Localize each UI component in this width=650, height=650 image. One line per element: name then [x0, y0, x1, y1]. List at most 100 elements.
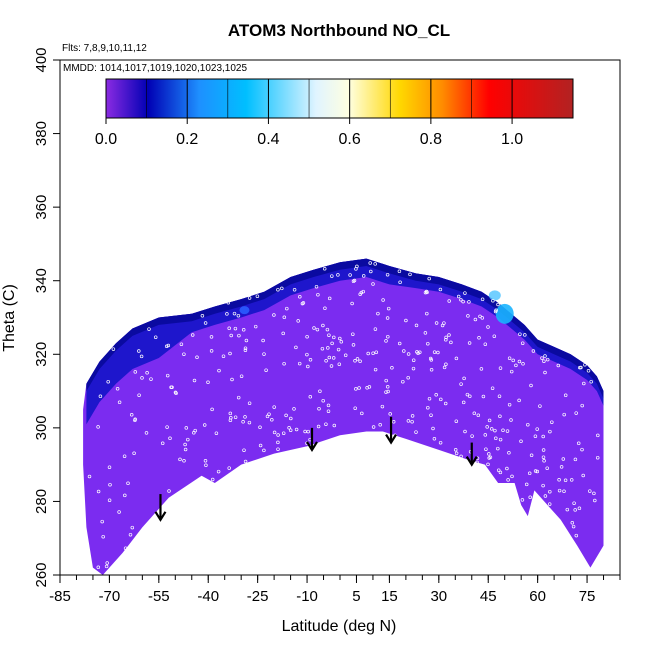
- sample-point: [429, 368, 434, 372]
- sample-point: [556, 363, 561, 368]
- sample-point: [384, 378, 388, 383]
- sample-point: [548, 489, 552, 494]
- sample-point: [397, 269, 402, 274]
- sample-point: [316, 424, 321, 429]
- sample-point: [595, 455, 600, 460]
- sample-point: [386, 334, 390, 339]
- sample-point: [510, 474, 514, 479]
- sample-point: [541, 483, 545, 488]
- sample-point: [354, 387, 358, 391]
- sample-point: [160, 441, 165, 446]
- sample-point: [280, 286, 284, 291]
- x-tick-label: 15: [381, 588, 398, 605]
- sample-point: [253, 324, 258, 329]
- sample-point: [228, 418, 233, 422]
- sample-point: [461, 299, 465, 304]
- sample-point: [210, 477, 215, 482]
- sample-point: [210, 407, 214, 412]
- sample-point: [105, 561, 109, 565]
- x-tick-label: 5: [352, 588, 360, 605]
- top-band: [86, 258, 604, 425]
- sample-point: [580, 403, 584, 408]
- sample-point: [531, 349, 536, 353]
- sample-point: [459, 297, 463, 302]
- sample-point: [243, 459, 248, 464]
- sample-point: [247, 420, 252, 425]
- sample-point: [322, 267, 327, 271]
- sample-point: [573, 457, 578, 462]
- colorbar-gradient: [105, 78, 574, 119]
- sample-point: [431, 426, 435, 431]
- sample-point: [209, 349, 214, 353]
- sample-point: [137, 393, 141, 397]
- sample-point: [132, 451, 136, 456]
- sample-point: [426, 341, 430, 346]
- sample-point: [581, 473, 585, 478]
- sample-point: [480, 316, 485, 320]
- sample-point: [140, 376, 144, 380]
- sample-point: [276, 447, 280, 451]
- sample-point: [486, 325, 490, 329]
- sample-point: [408, 272, 412, 277]
- sample-point: [465, 392, 470, 397]
- sample-point: [244, 338, 249, 343]
- sample-point: [444, 335, 448, 340]
- sample-point: [467, 300, 471, 304]
- sample-point: [258, 425, 262, 430]
- sample-point: [438, 440, 443, 445]
- sample-point: [541, 448, 546, 452]
- sample-point: [229, 333, 233, 338]
- sample-point: [324, 359, 328, 363]
- sample-point: [294, 345, 298, 350]
- sample-point: [101, 534, 105, 539]
- sample-point: [501, 428, 505, 433]
- sample-point: [498, 366, 503, 370]
- sample-point: [401, 379, 405, 384]
- sample-point: [216, 469, 221, 474]
- sample-point: [371, 282, 375, 286]
- arrow: [465, 442, 478, 467]
- sample-point: [236, 313, 241, 318]
- colorbar-tick-label: 0.8: [420, 131, 442, 148]
- sample-point: [355, 357, 360, 361]
- sample-point: [217, 368, 221, 373]
- sample-point: [438, 287, 443, 292]
- sample-point: [429, 413, 433, 417]
- sample-point: [228, 411, 233, 416]
- x-tick-label: 75: [579, 588, 596, 605]
- sample-point: [314, 284, 319, 289]
- sample-point: [312, 326, 316, 330]
- sample-point: [174, 391, 178, 396]
- sample-point: [444, 338, 448, 342]
- sample-point: [326, 409, 331, 413]
- sample-point: [296, 319, 300, 323]
- sample-point: [565, 507, 570, 512]
- sample-point: [371, 351, 375, 356]
- sample-point: [588, 489, 592, 493]
- sample-point: [351, 343, 356, 347]
- sample-point: [203, 321, 208, 325]
- sample-point: [262, 448, 266, 453]
- sample-point: [472, 411, 477, 416]
- sample-point: [406, 419, 411, 423]
- sample-point: [402, 349, 406, 353]
- sample-point: [169, 385, 173, 389]
- arrow-head: [154, 511, 167, 522]
- sample-point: [507, 356, 512, 360]
- sample-point: [122, 454, 127, 458]
- sample-point: [436, 350, 440, 355]
- sample-point: [475, 460, 479, 465]
- sample-point: [292, 288, 297, 292]
- sample-point: [108, 482, 112, 487]
- sample-point: [200, 314, 205, 318]
- sample-point: [454, 451, 459, 456]
- sample-point: [358, 359, 362, 364]
- y-tick-label: 380: [33, 121, 50, 146]
- sample-point: [443, 401, 448, 406]
- sample-point: [282, 315, 287, 320]
- sample-point: [355, 264, 359, 269]
- sample-point: [308, 358, 313, 362]
- sample-point: [301, 301, 306, 305]
- sample-point: [543, 354, 547, 358]
- sample-point: [373, 367, 378, 372]
